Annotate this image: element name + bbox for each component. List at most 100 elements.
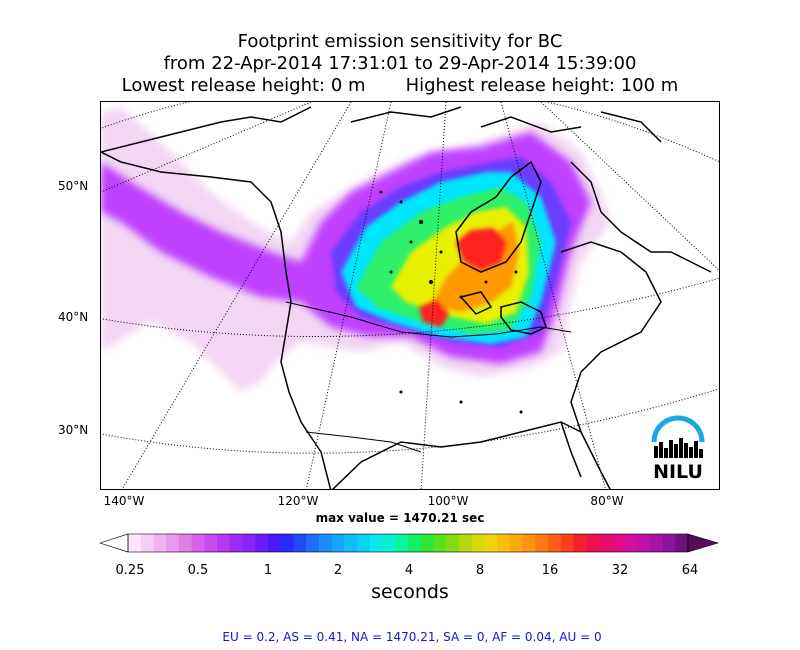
colorbar-bin xyxy=(560,534,574,552)
lat-label-30n: 30°N xyxy=(58,423,89,437)
lake-dot xyxy=(399,200,403,204)
colorbar-bin xyxy=(675,534,689,552)
colorbar-tick: 8 xyxy=(475,563,485,578)
lake-dot xyxy=(409,240,413,244)
logo-building xyxy=(684,443,688,458)
logo-building xyxy=(654,446,658,458)
lon-label-120w: 120°W xyxy=(277,494,319,508)
meridian-60w xyxy=(540,102,719,271)
colorbar-bin xyxy=(382,534,396,552)
colorbar-tick: 32 xyxy=(611,563,629,578)
plume-red-south xyxy=(419,300,449,327)
lon-label-140w: 140°W xyxy=(103,494,145,508)
parallel-30n xyxy=(101,388,719,454)
colorbar-bin xyxy=(204,534,218,552)
lake-dot xyxy=(459,400,463,404)
plume-layer xyxy=(101,107,611,392)
labrador-coast xyxy=(570,161,712,273)
us-canada-border xyxy=(285,301,572,338)
colorbar xyxy=(99,533,720,553)
us-mexico-border xyxy=(305,431,422,453)
colorbar-tick: 16 xyxy=(541,563,559,578)
meridian-100w xyxy=(420,102,447,489)
plume-red xyxy=(456,228,506,270)
logo-building xyxy=(674,444,678,458)
meridian-120w xyxy=(305,102,392,489)
region-stats: EU = 0.2, AS = 0.41, NA = 1470.21, SA = … xyxy=(222,630,602,644)
nilu-logo: NILU xyxy=(651,415,705,482)
colorbar-tick: 64 xyxy=(681,563,699,578)
max-value-label: max value = 1470.21 sec xyxy=(315,511,485,525)
lake-dot xyxy=(519,410,523,414)
lake-dot xyxy=(459,295,463,299)
colorbar-bin xyxy=(229,534,244,552)
logo-skyline xyxy=(654,438,703,458)
colorbar-bin xyxy=(318,534,333,552)
colorbar-bin xyxy=(535,534,549,552)
colorbar-bin xyxy=(573,534,587,552)
lake-dot xyxy=(514,270,518,274)
political-borders xyxy=(285,301,572,453)
colorbar-bin xyxy=(178,534,193,552)
colorbar-bin xyxy=(395,534,409,552)
colorbar-units-label: seconds xyxy=(371,581,449,603)
colorbar-bin xyxy=(191,534,205,552)
gulf-coast xyxy=(331,421,582,489)
colorbar-bin xyxy=(484,534,498,552)
logo-text: NILU xyxy=(653,461,703,482)
alaska-coast xyxy=(101,106,312,153)
logo-building xyxy=(694,441,698,458)
colorbar-bin xyxy=(331,534,345,552)
logo-building xyxy=(659,442,663,458)
arctic-islands xyxy=(350,106,662,143)
colorbar-outline xyxy=(127,533,689,553)
colorbar-bin xyxy=(369,534,384,552)
colorbar-bin xyxy=(128,534,142,552)
colorbar-bin xyxy=(255,534,269,552)
colorbar-bin xyxy=(357,534,371,552)
title-line-3: Lowest release height: 0 m Highest relea… xyxy=(121,75,679,96)
colorbar-bin xyxy=(548,534,562,552)
lake-dot xyxy=(399,390,403,394)
logo-building xyxy=(669,440,673,458)
colorbar-bin xyxy=(153,534,167,552)
great-lakes xyxy=(459,291,547,335)
lon-label-80w: 80°W xyxy=(590,494,624,508)
title-line-2: from 22-Apr-2014 17:31:01 to 29-Apr-2014… xyxy=(163,53,637,74)
colorbar-bin xyxy=(598,534,613,552)
map-canvas xyxy=(101,102,719,489)
lat-label-40n: 40°N xyxy=(58,310,89,324)
colorbar-tick: 0.25 xyxy=(115,563,145,578)
lake-dot xyxy=(429,280,433,284)
colorbar-bins xyxy=(128,534,689,552)
lake-dot xyxy=(379,190,383,194)
colorbar-under-arrow xyxy=(99,533,129,553)
colorbar-bin xyxy=(471,534,485,552)
lon-label-100w: 100°W xyxy=(427,494,469,508)
colorbar-bin xyxy=(662,534,676,552)
hudson-bay xyxy=(455,160,542,273)
west-coast xyxy=(101,151,332,489)
colorbar-tick: 2 xyxy=(333,563,343,578)
meridian-140w xyxy=(121,102,352,489)
logo-building xyxy=(664,448,668,458)
colorbar-bin xyxy=(458,534,473,552)
colorbar-bin xyxy=(586,534,600,552)
lake-dots xyxy=(379,190,523,414)
colorbar-bin xyxy=(446,534,460,552)
colorbar-bin xyxy=(624,534,638,552)
colorbar-bin xyxy=(217,534,231,552)
florida xyxy=(560,421,582,478)
colorbar-bin xyxy=(611,534,625,552)
colorbar-bin xyxy=(280,534,294,552)
east-coast xyxy=(560,241,662,489)
colorbar-bin xyxy=(522,534,536,552)
colorbar-bin xyxy=(433,534,447,552)
logo-building xyxy=(689,447,693,458)
colorbar-bin xyxy=(166,534,180,552)
colorbar-tick: 1 xyxy=(263,563,273,578)
meridian-80w xyxy=(500,102,606,489)
lake-dot xyxy=(419,220,423,224)
logo-building xyxy=(699,449,703,458)
colorbar-bin xyxy=(649,534,664,552)
